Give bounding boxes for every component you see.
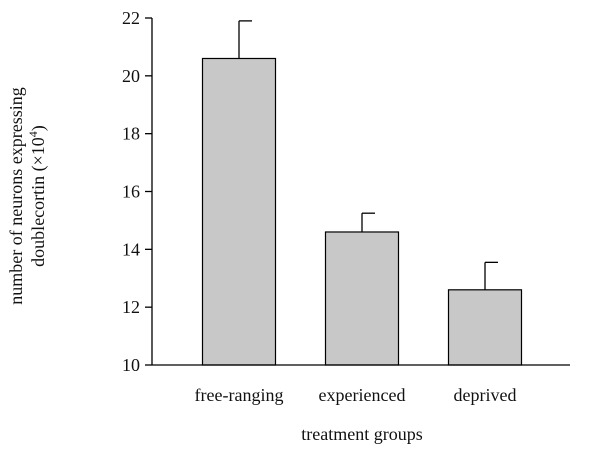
bar-experienced — [324, 231, 400, 366]
x-tick-label-experienced: experienced — [319, 385, 406, 405]
y-axis-label-exponent: 4 — [26, 131, 40, 137]
y-axis-label: number of neurons expressing doublecorti… — [6, 87, 49, 304]
bars — [201, 20, 523, 366]
y-tick-label-12: 12 — [122, 297, 140, 317]
y-axis-label-base: doublecortin (×10 — [28, 137, 49, 267]
bar-free-ranging — [201, 57, 277, 366]
y-tick-label-16: 16 — [122, 182, 140, 202]
y-axis: 10 12 14 16 18 20 22 — [122, 8, 153, 375]
y-axis-label-line1: number of neurons expressing — [6, 87, 26, 304]
x-axis-label: treatment groups — [301, 424, 422, 444]
y-axis-label-line2: doublecortin (×104) — [26, 125, 49, 267]
x-tick-label-free-ranging: free-ranging — [195, 385, 284, 405]
bar-deprived — [447, 289, 523, 366]
y-axis-label-close: ) — [28, 125, 49, 131]
y-tick-label-22: 22 — [122, 8, 140, 28]
y-tick-label-20: 20 — [122, 66, 140, 86]
x-axis: free-ranging experienced deprived — [152, 364, 570, 405]
y-tick-label-14: 14 — [122, 239, 140, 259]
y-tick-label-10: 10 — [122, 355, 140, 375]
y-tick-label-18: 18 — [122, 124, 140, 144]
x-tick-label-deprived: deprived — [454, 385, 517, 405]
